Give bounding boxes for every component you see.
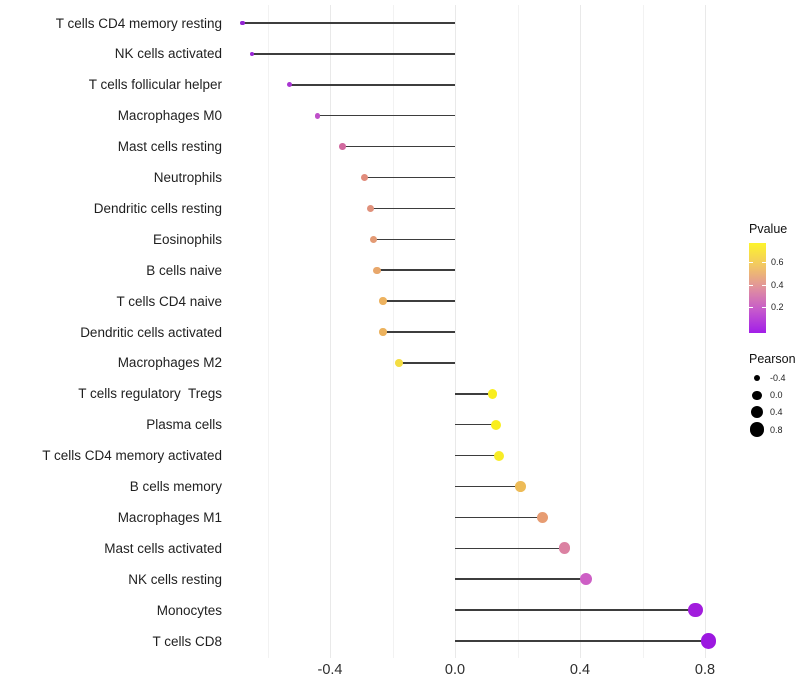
- category-label: Mast cells resting: [117, 139, 222, 155]
- lollipop-stem: [455, 609, 696, 611]
- lollipop-stem: [455, 423, 496, 426]
- major-gridline: [455, 5, 456, 658]
- lollipop-stem: [364, 176, 455, 179]
- data-point-dot: [314, 112, 321, 119]
- category-label: Dendritic cells activated: [80, 324, 222, 340]
- category-label: NK cells resting: [128, 571, 222, 587]
- category-label: Dendritic cells resting: [93, 200, 222, 216]
- category-label: Eosinophils: [152, 231, 222, 247]
- data-point-dot: [379, 297, 387, 305]
- pvalue-legend-title: Pvalue: [749, 222, 788, 236]
- data-point-dot: [370, 235, 378, 243]
- category-label: T cells CD8: [152, 633, 222, 649]
- pearson-tick-label: 0.8: [770, 424, 783, 435]
- pvalue-tick-label: 0.6: [771, 257, 784, 267]
- lollipop-stem: [455, 547, 565, 550]
- category-label: Macrophages M0: [117, 108, 222, 124]
- lollipop-stem: [317, 114, 455, 117]
- category-label: B cells memory: [129, 479, 222, 494]
- data-point-dot: [373, 266, 381, 274]
- colorbar-tick-mark: [749, 284, 753, 286]
- data-point-dot: [700, 633, 716, 649]
- minor-gridline: [267, 5, 269, 658]
- lollipop-stem: [455, 640, 709, 642]
- data-point-dot: [394, 359, 403, 367]
- category-label: T cells follicular helper: [88, 77, 222, 93]
- major-gridline: [580, 5, 581, 658]
- data-point-dot: [286, 82, 292, 88]
- data-point-dot: [339, 143, 346, 150]
- data-point-dot: [580, 573, 593, 586]
- major-gridline: [330, 5, 331, 658]
- lollipop-stem: [383, 300, 455, 302]
- lollipop-stem: [251, 53, 455, 55]
- pearson-tick-label: 0.4: [770, 407, 783, 418]
- lollipop-stem: [376, 269, 455, 271]
- category-label: Neutrophils: [153, 170, 222, 185]
- x-tick-label: -0.4: [317, 662, 343, 678]
- lollipop-stem: [398, 362, 455, 364]
- lollipop-stem: [373, 238, 455, 241]
- data-point-dot: [558, 542, 571, 555]
- colorbar-tick-mark: [762, 284, 766, 286]
- data-point-dot: [487, 388, 498, 399]
- data-point-dot: [490, 419, 501, 430]
- data-point-dot: [493, 450, 504, 461]
- category-label: Plasma cells: [146, 417, 222, 433]
- category-label: NK cells activated: [114, 46, 222, 62]
- pearson-legend-dot: [749, 422, 765, 438]
- pearson-legend-dot: [752, 390, 762, 400]
- data-point-dot: [515, 481, 526, 492]
- x-tick-label: 0.4: [569, 662, 591, 678]
- data-point-dot: [367, 204, 375, 212]
- lollipop-stem: [242, 22, 455, 24]
- lollipop-stem: [342, 145, 455, 148]
- category-label: B cells naive: [146, 262, 222, 278]
- category-label: T cells regulatory Tregs: [78, 386, 222, 402]
- lollipop-stem: [455, 578, 587, 580]
- x-tick-label: 0.8: [694, 662, 716, 678]
- category-label: Mast cells activated: [104, 540, 222, 556]
- pearson-tick-label: 0.0: [770, 390, 783, 401]
- pvalue-tick-label: 0.4: [771, 279, 784, 290]
- minor-gridline: [517, 5, 519, 658]
- lollipop-stem: [455, 485, 521, 488]
- lollipop-stem: [455, 454, 499, 457]
- pvalue-colorbar: [749, 243, 766, 333]
- lollipop-stem: [455, 516, 543, 519]
- pearson-legend-dot: [750, 406, 763, 419]
- colorbar-tick-mark: [762, 262, 766, 263]
- category-label: Monocytes: [156, 602, 222, 618]
- lollipop-stem: [370, 207, 455, 210]
- colorbar-tick-mark: [762, 307, 766, 308]
- lollipop-stem: [383, 331, 455, 333]
- pearson-legend-dot: [753, 374, 761, 382]
- category-label: T cells CD4 memory resting: [55, 15, 222, 31]
- data-point-dot: [379, 328, 387, 336]
- data-point-dot: [360, 174, 368, 181]
- data-point-dot: [249, 51, 255, 57]
- pvalue-tick-label: 0.2: [771, 302, 784, 312]
- data-point-dot: [688, 602, 703, 618]
- major-gridline: [705, 5, 706, 658]
- colorbar-tick-mark: [749, 307, 753, 308]
- category-label: Macrophages M2: [117, 355, 222, 371]
- category-label: Macrophages M1: [117, 509, 222, 525]
- category-label: T cells CD4 memory activated: [42, 448, 222, 464]
- pearson-tick-label: -0.4: [770, 373, 786, 383]
- data-point-dot: [536, 511, 549, 523]
- category-label: T cells CD4 naive: [116, 293, 222, 309]
- minor-gridline: [642, 5, 644, 658]
- x-tick-label: 0.0: [444, 662, 466, 678]
- lollipop-stem: [455, 393, 493, 395]
- lollipop-stem: [289, 84, 455, 86]
- pearson-legend-title: Pearson: [749, 352, 796, 366]
- colorbar-tick-mark: [749, 262, 753, 263]
- data-point-dot: [240, 20, 245, 26]
